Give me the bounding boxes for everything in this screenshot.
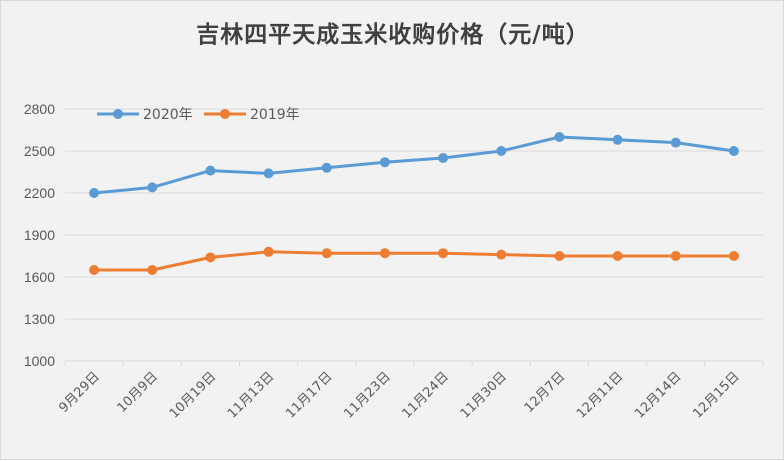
y-tick-label: 1000 [24,353,55,369]
data-point [263,168,274,179]
x-tick-label: 11月24日 [400,369,452,421]
data-point [670,137,681,148]
data-point [728,146,739,156]
y-tick-label: 2800 [24,101,55,117]
data-point [670,251,681,261]
y-tick-label: 2500 [24,143,55,159]
data-point [205,252,216,263]
data-point [728,251,739,261]
legend-marker [113,109,123,119]
data-point [263,246,274,257]
x-tick-label: 11月23日 [341,369,393,421]
series-line-1 [94,250,734,272]
legend-label: 2019年 [250,107,300,123]
data-point [612,134,623,145]
x-tick-label: 12月15日 [690,369,742,421]
x-tick-label: 9月29日 [56,369,103,416]
chart-title: 吉林四平天成玉米收购价格（元/吨） [196,22,590,48]
x-tick-label: 11月13日 [225,369,277,421]
data-point [147,265,158,275]
x-tick-label: 11月30日 [458,369,510,421]
x-tick-label: 12月11日 [574,369,626,421]
legend-marker [220,109,230,119]
x-tick-label: 10月19日 [167,369,219,421]
data-point [554,251,565,261]
y-tick-label: 1600 [24,269,55,285]
series-line-0 [93,135,735,195]
x-tick-label: 12月7日 [522,369,569,416]
data-point [554,132,565,142]
data-point [379,248,390,259]
data-point [89,265,100,275]
x-tick-label: 10月9日 [115,369,162,416]
x-tick-label: 11月17日 [283,369,335,421]
y-tick-label: 2200 [24,185,55,201]
data-point [438,248,449,259]
data-point [321,248,332,259]
data-point [147,182,158,193]
data-point [205,165,216,176]
data-point [89,188,100,198]
y-tick-label: 1300 [24,311,55,327]
y-tick-label: 1900 [24,227,55,243]
x-tick-label: 12月14日 [632,369,684,421]
data-point [438,153,449,163]
data-point [496,146,507,156]
data-point [612,251,623,261]
legend-label: 2020年 [143,107,193,123]
data-point [321,162,332,173]
data-point [496,249,507,260]
data-point [379,157,390,168]
